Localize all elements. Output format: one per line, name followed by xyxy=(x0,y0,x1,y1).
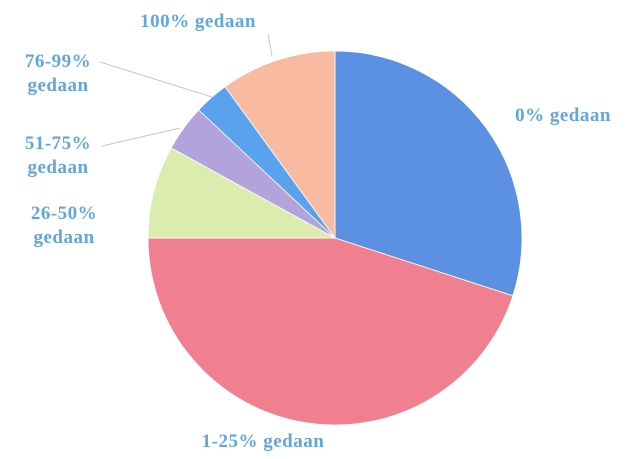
pie-slice xyxy=(334,50,523,297)
pie-slice xyxy=(224,50,336,240)
leader-lines xyxy=(99,33,273,147)
slice-label: 1-25% gedaan xyxy=(201,431,325,452)
slice-label: 76-99% gedaan xyxy=(24,51,92,96)
pie-slice xyxy=(147,237,514,426)
slice-label: 51-75% gedaan xyxy=(24,133,92,178)
slice-label: 100% gedaan xyxy=(140,11,256,32)
slice-label: 26-50% gedaan xyxy=(30,203,98,248)
pie-slice xyxy=(147,147,336,239)
slices xyxy=(147,50,523,426)
leader-line xyxy=(99,61,213,98)
leader-line xyxy=(267,33,273,57)
leader-line xyxy=(101,127,181,147)
slice-label: 0% gedaan xyxy=(515,105,611,126)
